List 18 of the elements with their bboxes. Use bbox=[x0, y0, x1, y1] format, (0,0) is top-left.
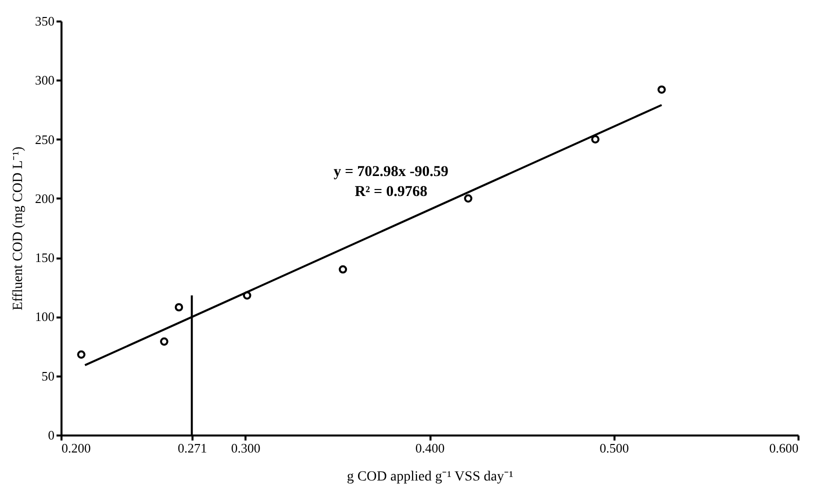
x-tick-label: 0.271 bbox=[178, 440, 207, 456]
x-tick-label: 0.200 bbox=[62, 440, 91, 456]
y-tick-label: 50 bbox=[42, 368, 54, 384]
y-tick-label: 100 bbox=[35, 309, 54, 324]
y-tick-label: 300 bbox=[35, 72, 54, 88]
x-axis-title: g COD applied g⁻¹ VSS day⁻¹ bbox=[346, 470, 514, 484]
y-axis-title: Effluent COD (mg COD L⁻¹) bbox=[11, 146, 26, 310]
y-tick-label: 0 bbox=[48, 428, 54, 442]
y-tick-label: 200 bbox=[35, 190, 54, 206]
x-tick-label: 0.600 bbox=[769, 440, 798, 456]
annotation: y = 702.98x -90.59 bbox=[334, 164, 448, 180]
x-tick-label: 0.400 bbox=[415, 440, 445, 456]
annotation: R² = 0.9768 bbox=[354, 184, 428, 200]
y-tick-label: 250 bbox=[35, 132, 54, 147]
y-tick-label: 350 bbox=[35, 14, 54, 28]
y-tick-label: 150 bbox=[35, 250, 54, 266]
x-tick-label: 0.300 bbox=[231, 440, 260, 456]
x-tick-label: 0.500 bbox=[600, 440, 629, 456]
